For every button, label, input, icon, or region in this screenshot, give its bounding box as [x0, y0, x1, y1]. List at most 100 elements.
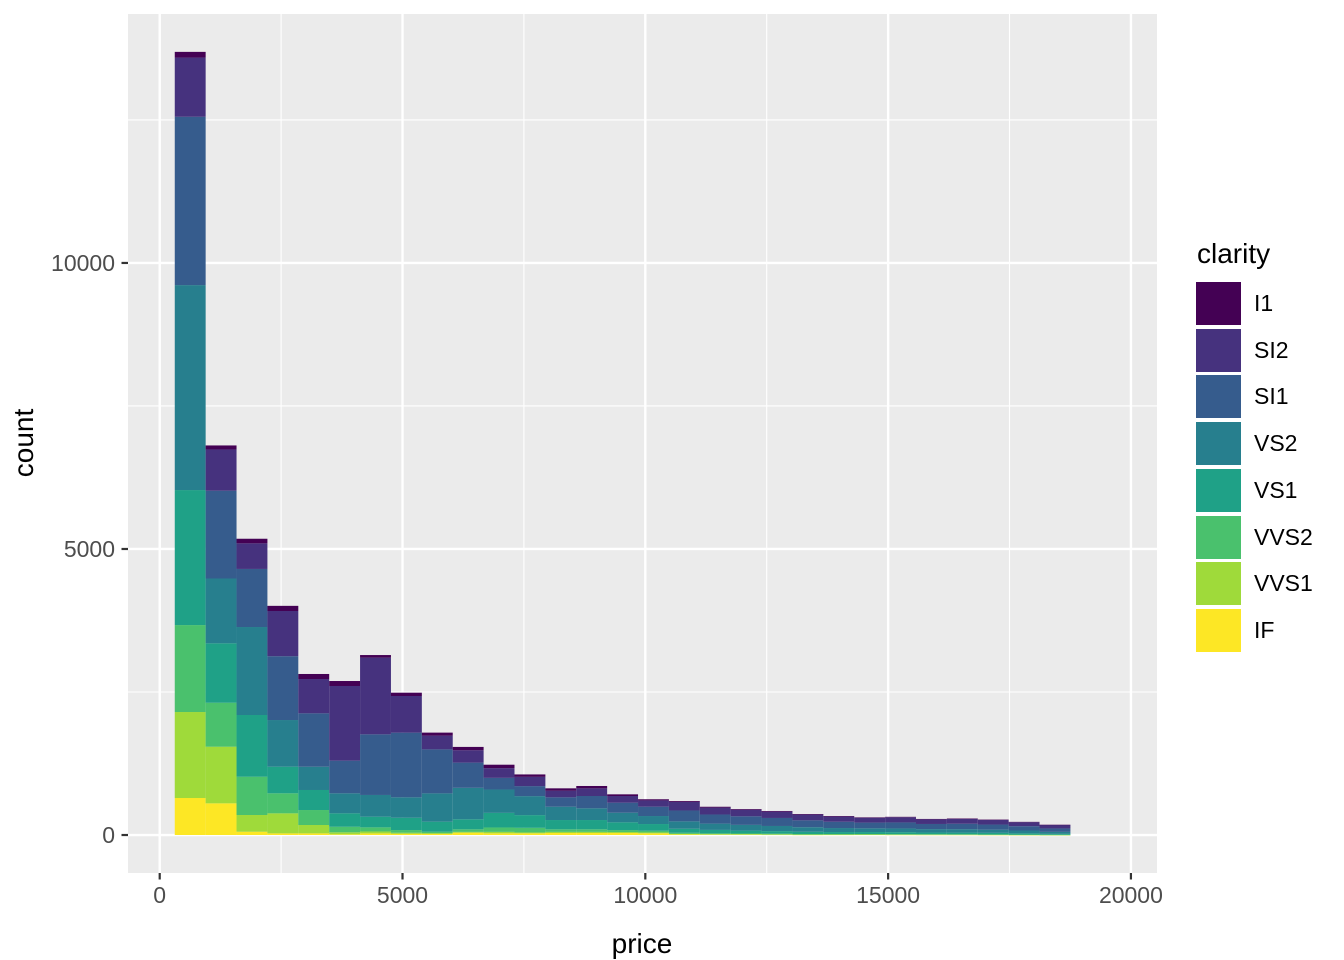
- histogram-bar-segment: [329, 681, 361, 686]
- histogram-bar-segment: [267, 813, 299, 834]
- histogram-bar-segment: [854, 828, 886, 833]
- histogram-bar-segment: [607, 830, 639, 833]
- histogram-bar-segment: [298, 679, 330, 714]
- histogram-bar-segment: [576, 808, 608, 821]
- histogram-bar-segment: [421, 732, 453, 736]
- histogram-bar-segment: [607, 812, 639, 823]
- histogram-bar-segment: [1008, 830, 1040, 834]
- legend-label: IF: [1254, 616, 1275, 643]
- legend-item-if: IF: [1196, 608, 1275, 652]
- histogram-bar-segment: [915, 823, 947, 830]
- histogram-bar-segment: [977, 819, 1009, 825]
- histogram-bar-segment: [576, 785, 608, 789]
- histogram-bar-segment: [421, 833, 453, 834]
- histogram-bar-segment: [174, 625, 206, 713]
- histogram-bar-segment: [174, 490, 206, 626]
- x-tick-label: 0: [153, 882, 166, 908]
- histogram-bar-segment: [360, 734, 391, 795]
- histogram-bar-segment: [267, 833, 299, 836]
- histogram-bar-segment: [1039, 825, 1071, 829]
- histogram-bar-segment: [360, 655, 391, 658]
- histogram-bar-segment: [946, 832, 978, 835]
- histogram-bar-segment: [267, 605, 299, 611]
- histogram-bar-segment: [267, 610, 299, 657]
- histogram-bar-segment: [298, 833, 330, 836]
- histogram-bar-segment: [236, 714, 268, 777]
- histogram-bar-segment: [915, 819, 947, 824]
- histogram-bar-segment: [174, 712, 206, 799]
- histogram-bar-segment: [792, 827, 824, 832]
- histogram-bar-segment: [792, 814, 824, 821]
- histogram-bar-segment: [792, 834, 824, 835]
- histogram-bar-segment: [638, 833, 669, 836]
- histogram-bar-segment: [174, 798, 206, 836]
- histogram-bar-segment: [576, 820, 608, 830]
- legend-swatch-vs2: [1196, 422, 1241, 466]
- histogram-bar-segment: [514, 815, 546, 828]
- histogram-bar-segment: [792, 831, 824, 835]
- histogram-bar-segment: [267, 766, 299, 794]
- x-axis-title: price: [611, 928, 673, 959]
- histogram-bar-segment: [452, 829, 484, 832]
- histogram-bar-segment: [545, 820, 577, 830]
- legend-swatch-si1: [1196, 375, 1241, 419]
- histogram-bar-segment: [668, 810, 700, 822]
- histogram-bar-segment: [452, 787, 484, 820]
- x-tick-label: 5000: [377, 882, 428, 908]
- histogram-bar-segment: [761, 833, 793, 835]
- histogram-bar-segment: [360, 794, 391, 817]
- histogram-bar-segment: [699, 829, 731, 834]
- x-tick-label: 10000: [613, 882, 677, 908]
- y-tick-label: 10000: [51, 250, 115, 276]
- histogram-bar-segment: [205, 702, 237, 747]
- histogram-bar-segment: [483, 789, 515, 813]
- histogram-bar-segment: [483, 768, 515, 778]
- histogram-bar-segment: [823, 816, 855, 822]
- histogram-bar-segment: [390, 830, 422, 833]
- histogram-bar-segment: [545, 788, 577, 791]
- histogram-bar-segment: [638, 830, 669, 833]
- legend: clarity I1 SI2 SI1 VS2 VS1 VVS2 VVS1 IF: [1196, 240, 1313, 656]
- legend-item-vvs1: VVS1: [1196, 562, 1313, 606]
- histogram-bar-segment: [730, 809, 762, 810]
- histogram-bar-segment: [174, 57, 206, 117]
- histogram-bar-segment: [823, 834, 855, 835]
- histogram-bar-segment: [576, 796, 608, 809]
- legend-label: SI1: [1254, 383, 1289, 410]
- histogram-bar-segment: [236, 568, 268, 628]
- histogram-bar-segment: [699, 806, 731, 808]
- histogram-bar-segment: [452, 832, 484, 836]
- legend-label: VS2: [1254, 430, 1298, 457]
- histogram-bar-segment: [761, 811, 793, 818]
- histogram-bar-segment: [885, 832, 916, 835]
- histogram-bar-segment: [576, 831, 608, 834]
- legend-label: I1: [1254, 290, 1274, 316]
- histogram-bar-segment: [298, 810, 330, 826]
- histogram-bar-segment: [360, 816, 391, 828]
- legend-label: SI2: [1254, 336, 1289, 363]
- histogram-bar-segment: [915, 832, 947, 835]
- histogram-bar-segment: [792, 814, 824, 815]
- histogram-bar-segment: [514, 786, 546, 797]
- histogram-bar-segment: [329, 832, 361, 835]
- legend-swatch-vvs1: [1196, 562, 1241, 606]
- histogram-bar-segment: [390, 833, 422, 836]
- histogram-bar-segment: [792, 820, 824, 828]
- histogram-bar-segment: [329, 793, 361, 814]
- legend-item-si1: SI1: [1196, 375, 1289, 419]
- histogram-bar-segment: [854, 817, 886, 823]
- histogram-bar-segment: [1039, 831, 1071, 834]
- histogram-bar-segment: [607, 802, 639, 813]
- legend-swatch-si2: [1196, 328, 1241, 372]
- histogram-bar-segment: [545, 831, 577, 834]
- legend-item-si2: SI2: [1196, 328, 1289, 372]
- legend-item-i1: I1: [1196, 282, 1273, 325]
- histogram-bar-segment: [421, 821, 453, 832]
- histogram-bar-segment: [236, 543, 268, 569]
- histogram-bar-segment: [421, 749, 453, 794]
- histogram-bar-segment: [607, 794, 639, 797]
- histogram-bar-segment: [236, 538, 268, 544]
- histogram-bar-segment: [452, 819, 484, 830]
